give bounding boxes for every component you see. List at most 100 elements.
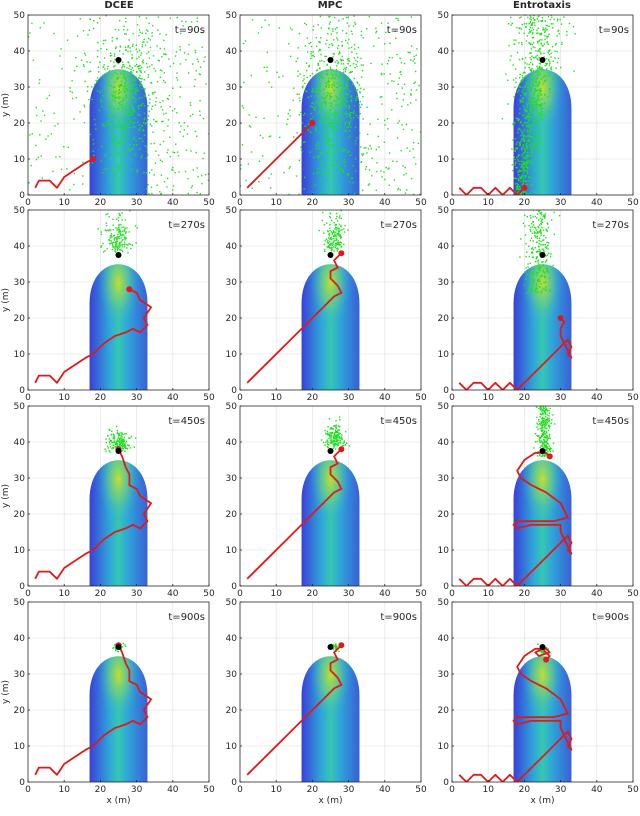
particle	[545, 421, 548, 423]
particle	[532, 32, 534, 34]
particle	[118, 89, 120, 92]
particle	[119, 232, 121, 235]
particle	[195, 70, 197, 72]
particle	[129, 210, 131, 212]
particle	[330, 433, 332, 436]
particle	[28, 36, 30, 38]
particle	[537, 280, 539, 283]
particle	[304, 125, 306, 127]
particle	[320, 103, 322, 105]
particle	[310, 53, 312, 55]
particle	[540, 231, 542, 233]
particle	[346, 42, 349, 44]
particle	[302, 80, 304, 82]
y-tick-label: 50	[14, 11, 26, 21]
particle	[347, 172, 349, 175]
particle	[129, 111, 131, 114]
particle	[527, 176, 530, 178]
particle	[119, 214, 121, 216]
particle	[334, 228, 336, 230]
particle	[118, 19, 121, 22]
particle	[130, 83, 132, 85]
x-tick-label: 10	[482, 785, 494, 795]
particle	[561, 41, 563, 44]
particle	[532, 117, 535, 119]
particle	[109, 114, 111, 117]
particle	[190, 21, 193, 23]
axes-box	[239, 601, 422, 783]
particle	[119, 101, 122, 103]
particle	[540, 425, 543, 427]
particle	[531, 124, 533, 126]
source-marker	[115, 448, 122, 454]
particle	[546, 270, 548, 273]
particle	[546, 417, 549, 419]
particle	[548, 290, 551, 292]
particle	[526, 151, 529, 154]
particle	[117, 216, 120, 219]
particle	[547, 271, 549, 273]
particle	[539, 413, 542, 415]
particle	[540, 233, 542, 235]
y-tick-label: 10	[14, 742, 26, 752]
particle	[530, 16, 532, 19]
particle	[125, 96, 128, 99]
particle	[324, 429, 326, 432]
x-tick-label: 10	[270, 785, 282, 795]
particle	[102, 42, 105, 45]
particle	[543, 251, 545, 253]
particle	[541, 427, 543, 429]
particle	[133, 77, 136, 80]
particle	[248, 114, 250, 116]
particle	[128, 149, 131, 151]
particle	[122, 239, 124, 241]
particle	[386, 118, 389, 120]
particle	[115, 47, 117, 50]
particle	[541, 420, 544, 422]
particle	[118, 224, 120, 227]
particle	[520, 129, 522, 131]
particle	[338, 80, 341, 83]
particle	[529, 106, 532, 108]
particle	[537, 42, 539, 44]
particle	[326, 81, 328, 83]
particle	[105, 121, 107, 124]
particle	[554, 57, 556, 59]
particle	[545, 431, 548, 434]
particle	[393, 179, 395, 181]
particle	[544, 276, 546, 279]
particle	[324, 85, 327, 87]
particle	[538, 15, 540, 17]
particle	[334, 28, 337, 30]
particle	[161, 70, 163, 72]
particle	[355, 97, 358, 100]
particle	[125, 78, 127, 80]
particle	[384, 178, 386, 181]
particle	[327, 111, 329, 114]
particle	[105, 450, 107, 452]
particle	[117, 96, 120, 98]
particle	[187, 72, 190, 74]
particle	[542, 651, 545, 653]
particle	[116, 229, 118, 231]
particle	[124, 49, 127, 51]
particle	[420, 131, 421, 133]
particle	[548, 110, 550, 112]
particle	[121, 243, 123, 246]
particle	[540, 68, 542, 71]
particle	[516, 183, 518, 185]
particle	[306, 37, 309, 39]
particle	[328, 168, 330, 170]
particle	[387, 128, 389, 130]
particle	[123, 241, 126, 243]
particle	[545, 58, 548, 60]
particle	[335, 65, 338, 67]
particle	[536, 440, 538, 443]
particle	[540, 244, 542, 246]
particle	[341, 434, 343, 436]
particle	[110, 106, 113, 108]
particle	[545, 62, 547, 65]
particle	[379, 96, 382, 98]
particle	[119, 104, 121, 106]
